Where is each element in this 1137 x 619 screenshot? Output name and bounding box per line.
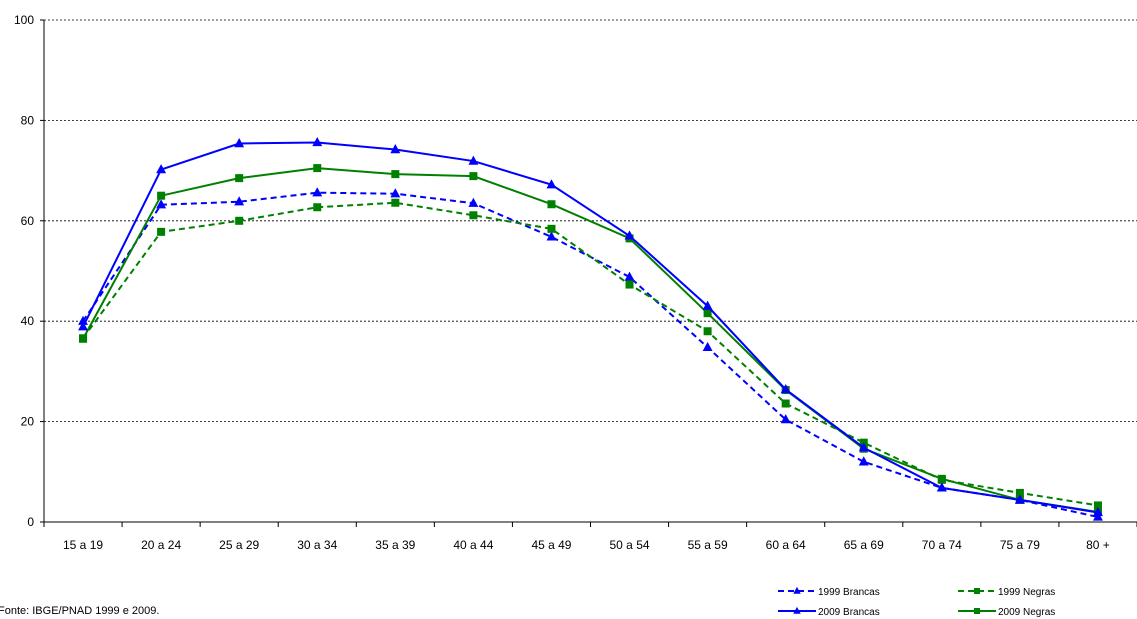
data-point xyxy=(1014,494,1025,504)
data-point xyxy=(157,227,166,236)
x-tick-label: 75 a 79 xyxy=(1000,538,1040,552)
data-point xyxy=(234,196,245,206)
data-point xyxy=(79,334,88,343)
legend-item: 1999 Negras xyxy=(958,587,1055,598)
series-line xyxy=(82,191,1099,518)
data-point xyxy=(391,170,400,179)
data-point xyxy=(624,230,635,240)
legend: 1999 Brancas 1999 Negras 2009 Brancas 2009 … xyxy=(778,586,1055,618)
data-point xyxy=(936,482,947,492)
legend-label: 1999 Brancas xyxy=(818,587,880,598)
data-point xyxy=(780,384,791,394)
data-point xyxy=(547,200,556,209)
data-point xyxy=(313,164,322,173)
data-point xyxy=(390,144,401,154)
data-point xyxy=(468,155,479,165)
data-point xyxy=(468,197,479,207)
series-line xyxy=(82,141,1099,514)
legend-swatch-marker xyxy=(974,608,980,614)
x-tick-label: 70 a 74 xyxy=(922,538,962,552)
data-point xyxy=(703,327,712,336)
legend-item: 2009 Negras xyxy=(958,607,1055,618)
data-point xyxy=(391,198,400,207)
y-tick-label: 0 xyxy=(27,515,34,529)
axes: 0 20 40 60 80 100 15 a 19 20 a 24 25 a 29 30 a 34… xyxy=(14,13,1137,552)
data-point xyxy=(157,191,166,200)
data-point xyxy=(702,341,713,351)
series-2009-brancas xyxy=(78,137,1103,517)
x-tick-label: 40 a 44 xyxy=(453,538,493,552)
data-point xyxy=(235,216,244,225)
data-point xyxy=(156,199,167,209)
data-point xyxy=(858,456,869,466)
data-point xyxy=(780,414,791,424)
data-point xyxy=(312,187,323,197)
x-tick-label: 20 a 24 xyxy=(141,538,181,552)
x-tick-label: 65 a 69 xyxy=(844,538,884,552)
data-point xyxy=(937,474,946,483)
legend-item: 1999 Brancas xyxy=(778,586,880,598)
data-point xyxy=(156,164,167,174)
x-tick-label: 50 a 54 xyxy=(610,538,650,552)
x-tick-label: 60 a 64 xyxy=(766,538,806,552)
data-point xyxy=(547,224,556,233)
legend-label: 2009 Negras xyxy=(998,607,1055,618)
x-tick-label: 80 + xyxy=(1086,538,1110,552)
data-point xyxy=(858,442,869,452)
x-tick-label: 25 a 29 xyxy=(219,538,259,552)
data-point xyxy=(1093,501,1102,510)
series-2009-negras xyxy=(79,164,1102,516)
data-point xyxy=(469,172,478,181)
legend-swatch-marker xyxy=(974,588,980,594)
x-tick-label: 30 a 34 xyxy=(297,538,337,552)
y-tick-label: 20 xyxy=(21,415,35,429)
data-point xyxy=(625,280,634,289)
data-point xyxy=(546,231,557,241)
data-point xyxy=(312,137,323,147)
legend-item: 2009 Brancas xyxy=(778,606,880,618)
legend-label: 2009 Brancas xyxy=(818,607,880,618)
series-line xyxy=(82,201,1099,507)
data-point xyxy=(390,188,401,198)
x-tick-label: 55 a 59 xyxy=(688,538,728,552)
series-1999-negras xyxy=(79,198,1102,510)
y-tick-label: 100 xyxy=(14,13,34,27)
legend-label: 1999 Negras xyxy=(998,587,1055,598)
series-lines xyxy=(78,137,1103,521)
data-point xyxy=(703,309,712,318)
series-1999-brancas xyxy=(78,187,1103,521)
x-tick-label: 15 a 19 xyxy=(63,538,103,552)
y-tick-label: 40 xyxy=(21,314,35,328)
y-tick-label: 60 xyxy=(21,214,35,228)
data-point xyxy=(781,399,790,408)
data-point xyxy=(546,179,557,189)
data-point xyxy=(1015,488,1024,497)
data-point xyxy=(235,174,244,183)
x-tick-label: 35 a 39 xyxy=(375,538,415,552)
y-tick-label: 80 xyxy=(21,113,35,127)
data-point xyxy=(1093,507,1103,517)
data-point xyxy=(313,203,322,212)
data-point xyxy=(469,211,478,220)
data-point xyxy=(702,300,713,310)
data-point xyxy=(624,271,635,281)
legend-swatch-marker xyxy=(793,586,801,594)
source-note: Fonte: IBGE/PNAD 1999 e 2009. xyxy=(0,605,160,617)
legend-swatch-marker xyxy=(793,606,801,614)
x-tick-label: 45 a 49 xyxy=(531,538,571,552)
data-point xyxy=(78,321,88,331)
data-point xyxy=(234,138,245,148)
series-line xyxy=(82,167,1099,513)
